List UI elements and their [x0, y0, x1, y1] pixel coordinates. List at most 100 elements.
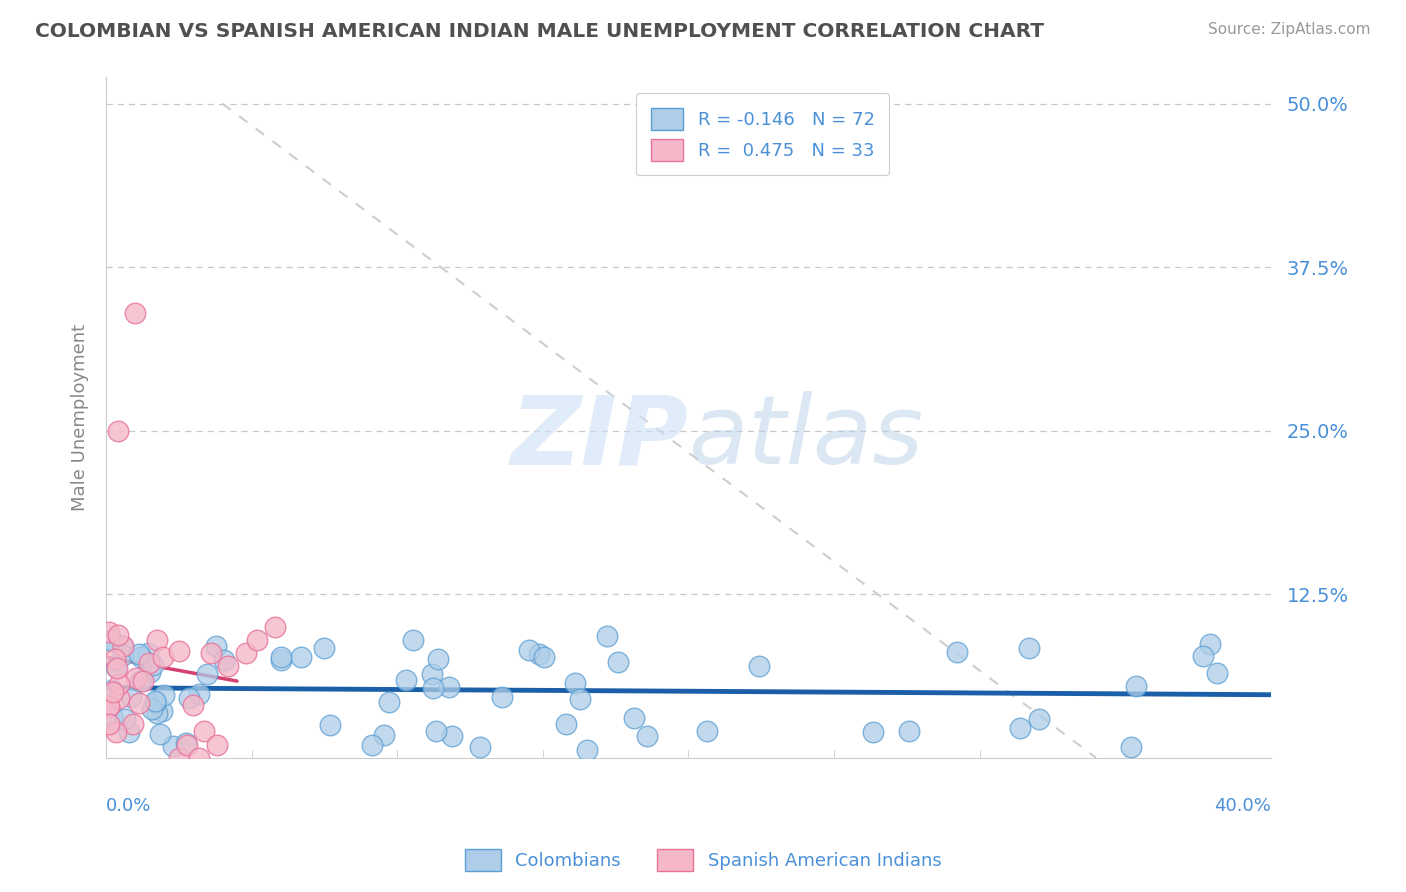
Point — [1199, 637, 1222, 651]
Point — [1028, 712, 1050, 726]
Text: COLOMBIAN VS SPANISH AMERICAN INDIAN MALE UNEMPLOYMENT CORRELATION CHART: COLOMBIAN VS SPANISH AMERICAN INDIAN MAL… — [35, 22, 1045, 41]
Point — [1119, 739, 1142, 754]
Point — [214, 653, 236, 667]
Point — [143, 694, 166, 708]
Point — [132, 674, 155, 689]
Point — [108, 676, 131, 690]
Point — [377, 695, 399, 709]
Point — [145, 633, 167, 648]
Point — [564, 676, 586, 690]
Point — [152, 650, 174, 665]
Point — [270, 652, 292, 666]
Point — [517, 643, 540, 657]
Point — [152, 688, 174, 702]
Point — [118, 724, 141, 739]
Point — [395, 673, 418, 687]
Point — [105, 661, 128, 675]
Point — [112, 640, 135, 654]
Point — [150, 704, 173, 718]
Point — [425, 724, 447, 739]
Point — [112, 640, 135, 654]
Point — [128, 673, 150, 688]
Point — [235, 646, 257, 660]
Point — [101, 685, 124, 699]
Point — [167, 643, 190, 657]
Text: ZIP: ZIP — [510, 392, 689, 484]
Point — [426, 652, 449, 666]
Point — [162, 739, 184, 754]
Point — [217, 659, 239, 673]
Point — [107, 424, 129, 438]
Point — [122, 716, 145, 731]
Point — [748, 659, 770, 673]
Point — [862, 724, 884, 739]
Point — [124, 306, 146, 320]
Point — [120, 690, 142, 704]
Point — [373, 728, 395, 742]
Point — [576, 743, 599, 757]
Point — [596, 629, 619, 643]
Point — [100, 632, 122, 647]
Point — [270, 650, 292, 665]
Point — [898, 724, 921, 739]
Point — [636, 729, 658, 743]
Point — [105, 724, 128, 739]
Point — [1206, 665, 1229, 680]
Point — [195, 666, 218, 681]
Point — [138, 665, 160, 679]
Point — [1008, 721, 1031, 735]
Point — [246, 632, 269, 647]
Point — [527, 647, 550, 661]
Point — [100, 708, 122, 723]
Point — [114, 712, 136, 726]
Point — [97, 717, 120, 731]
Point — [107, 628, 129, 642]
Point — [422, 681, 444, 696]
Point — [100, 682, 122, 697]
Point — [290, 649, 312, 664]
Point — [181, 698, 204, 712]
Point — [314, 640, 336, 655]
Point — [200, 646, 222, 660]
Point — [491, 690, 513, 704]
Point — [97, 698, 120, 713]
Point — [420, 666, 443, 681]
Point — [468, 740, 491, 755]
Point — [606, 655, 628, 669]
Point — [1125, 680, 1147, 694]
Point — [136, 646, 159, 660]
Point — [108, 690, 131, 705]
Point — [145, 706, 167, 720]
Point — [128, 696, 150, 710]
Text: Source: ZipAtlas.com: Source: ZipAtlas.com — [1208, 22, 1371, 37]
Point — [188, 750, 211, 764]
Point — [176, 736, 198, 750]
Legend: Colombians, Spanish American Indians: Colombians, Spanish American Indians — [457, 842, 949, 879]
Point — [141, 702, 163, 716]
Point — [441, 729, 464, 743]
Point — [167, 750, 190, 764]
Point — [177, 691, 200, 706]
Point — [145, 695, 167, 709]
Point — [696, 724, 718, 739]
Point — [125, 671, 148, 685]
Point — [176, 738, 198, 752]
Text: atlas: atlas — [689, 392, 924, 484]
Point — [263, 620, 285, 634]
Point — [149, 727, 172, 741]
Point — [205, 640, 228, 654]
Point — [402, 633, 425, 648]
Point — [100, 633, 122, 648]
Point — [946, 644, 969, 658]
Y-axis label: Male Unemployment: Male Unemployment — [72, 324, 89, 511]
Point — [533, 650, 555, 665]
Point — [111, 648, 134, 663]
Point — [103, 651, 125, 665]
Point — [361, 738, 384, 752]
Point — [188, 687, 211, 701]
Legend: R = -0.146   N = 72, R =  0.475   N = 33: R = -0.146 N = 72, R = 0.475 N = 33 — [636, 94, 889, 175]
Point — [128, 648, 150, 662]
Point — [319, 717, 342, 731]
Point — [439, 681, 461, 695]
Point — [138, 656, 160, 670]
